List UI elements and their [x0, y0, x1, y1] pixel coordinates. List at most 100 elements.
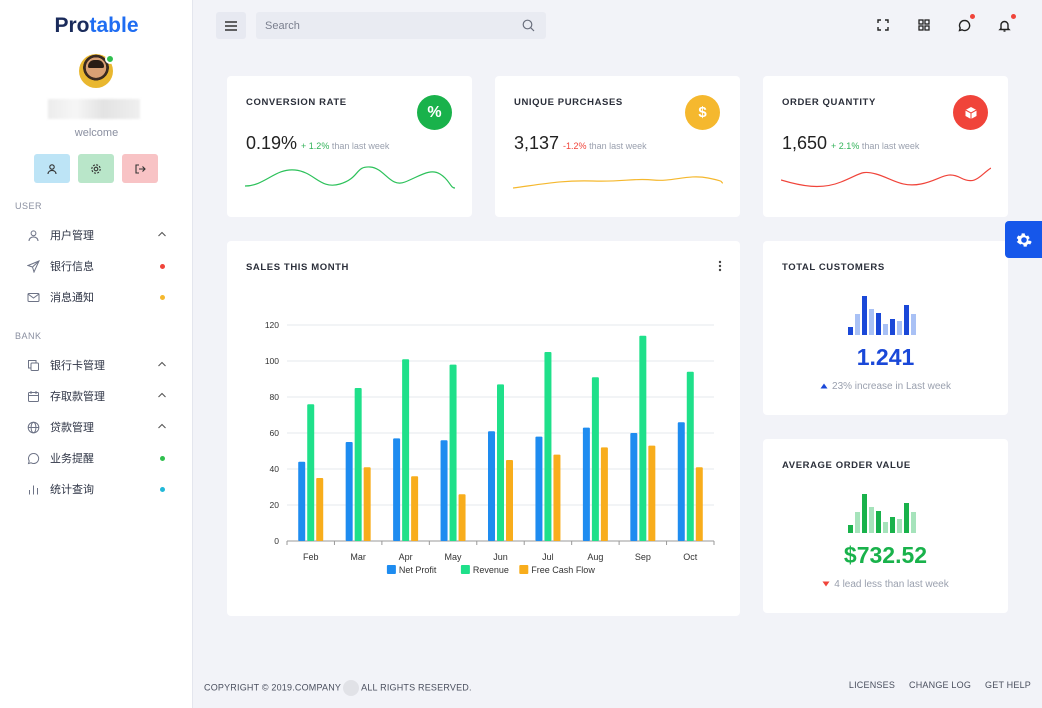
sidebar-item-notifications[interactable]: 消息通知 — [0, 283, 193, 311]
fullscreen-button[interactable] — [873, 15, 893, 35]
mini-bar — [897, 321, 902, 335]
bar — [686, 371, 694, 541]
sidebar-item-bank-card-management[interactable]: 银行卡管理 — [0, 351, 193, 379]
legend-label: Net Profit — [399, 565, 437, 575]
aov-note-text: 4 lead less than last week — [834, 579, 949, 590]
legend-swatch — [460, 565, 470, 574]
footer-link-change-log[interactable]: CHANGE LOG — [909, 680, 972, 690]
notifications-button[interactable] — [994, 14, 1016, 35]
triangle-down-icon — [822, 581, 830, 587]
sidebar-item-business-reminder[interactable]: 业务提醒 — [0, 444, 193, 472]
username-redacted — [48, 99, 140, 119]
bar — [639, 335, 647, 541]
bar — [553, 454, 561, 541]
settings-button[interactable] — [78, 154, 114, 183]
status-dot — [160, 456, 165, 461]
legend-label: Revenue — [473, 565, 509, 575]
unread-dot — [970, 14, 975, 19]
y-tick-label: 120 — [265, 320, 279, 330]
messages-button[interactable] — [954, 14, 975, 35]
send-icon — [25, 258, 41, 274]
sidebar-item-loan-management[interactable]: 贷款管理 — [0, 413, 193, 441]
y-tick-label: 0 — [274, 536, 279, 546]
sidebar-item-deposit-management[interactable]: 存取款管理 — [0, 382, 193, 410]
apps-button[interactable] — [914, 15, 934, 35]
sidebar-item-bank-info[interactable]: 银行信息 — [0, 252, 193, 280]
profile-button[interactable] — [34, 154, 70, 183]
percent-glyph: % — [427, 103, 442, 121]
card-title: CONVERSION RATE — [246, 97, 347, 108]
sidebar-item-label: 用户管理 — [50, 230, 94, 242]
logout-button[interactable] — [122, 154, 158, 183]
brand-logo[interactable]: Protable — [0, 14, 193, 38]
mini-bar — [869, 309, 874, 335]
avatar[interactable] — [79, 54, 115, 88]
sidebar-item-label: 银行卡管理 — [50, 360, 105, 372]
theme-settings-button[interactable] — [1005, 221, 1042, 258]
sidebar-item-user-management[interactable]: 用户管理 — [0, 221, 193, 249]
section-label-bank: BANK — [15, 331, 42, 341]
sidebar-item-statistics[interactable]: 统计查询 — [0, 475, 193, 503]
legend-swatch — [386, 565, 396, 574]
brand-text-pro: Pro — [54, 14, 90, 37]
footer-link-licenses[interactable]: LICENSES — [848, 680, 896, 690]
bar — [630, 433, 638, 541]
message-icon — [957, 19, 970, 31]
x-tick-label: Sep — [635, 552, 651, 562]
stat-delta: + 2.1% — [831, 141, 860, 151]
bar — [648, 445, 656, 541]
search-icon[interactable] — [522, 19, 535, 32]
mini-bar — [890, 517, 895, 533]
footer-link-get-help[interactable]: GET HELP — [985, 680, 1031, 690]
aov-trend-note: 4 lead less than last week — [763, 579, 1008, 590]
menu-toggle-button[interactable] — [216, 12, 246, 39]
x-tick-label: Feb — [303, 552, 319, 562]
mini-bar — [911, 314, 916, 335]
chat-icon — [25, 450, 41, 466]
mini-bar — [883, 324, 888, 335]
bar — [449, 364, 457, 541]
bar — [544, 352, 552, 541]
dollar-glyph: $ — [698, 104, 707, 121]
bar — [458, 494, 466, 541]
footer-links: LICENSES CHANGE LOG GET HELP — [849, 680, 1031, 690]
bar — [307, 404, 315, 541]
card-title: TOTAL CUSTOMERS — [782, 262, 885, 273]
y-tick-label: 100 — [265, 356, 279, 366]
bar — [363, 467, 371, 541]
mini-bar — [904, 305, 909, 335]
card-title: ORDER QUANTITY — [782, 97, 876, 108]
bar — [497, 384, 504, 541]
sidebar-item-label: 存取款管理 — [50, 391, 105, 403]
conversion-rate-card: CONVERSION RATE % 0.19% + 1.2% than last … — [227, 76, 472, 217]
sidebar-item-label: 银行信息 — [50, 261, 94, 273]
mail-icon — [25, 289, 41, 305]
percent-icon: % — [417, 95, 452, 130]
copyright-text: COPYRIGHT © 2019.COMPANY — [204, 682, 342, 693]
mini-bar — [897, 519, 902, 533]
x-tick-label: Apr — [399, 552, 413, 562]
mini-bar — [904, 503, 909, 533]
mini-bar — [869, 507, 874, 533]
bar — [316, 478, 324, 541]
more-options-icon[interactable] — [718, 260, 722, 272]
stat-delta: -1.2% — [563, 141, 587, 151]
bar — [695, 467, 703, 541]
mini-bar — [876, 511, 881, 533]
sidebar-item-label: 贷款管理 — [50, 422, 94, 434]
box-icon — [953, 95, 988, 130]
search-input[interactable] — [256, 12, 546, 39]
bar — [354, 388, 362, 541]
quick-actions — [34, 154, 158, 183]
triangle-up-icon — [820, 383, 828, 389]
user-icon — [25, 227, 41, 243]
stat-delta-note: than last week — [586, 141, 647, 151]
bar — [582, 427, 590, 541]
footer-copyright: COPYRIGHT © 2019.COMPANY ALL RIGHTS RESER… — [204, 680, 472, 696]
bar — [393, 438, 401, 541]
chevron-up-icon — [158, 361, 166, 367]
chevron-up-icon — [158, 423, 166, 429]
bar — [402, 359, 410, 541]
status-dot — [160, 264, 165, 269]
bar — [298, 461, 306, 541]
